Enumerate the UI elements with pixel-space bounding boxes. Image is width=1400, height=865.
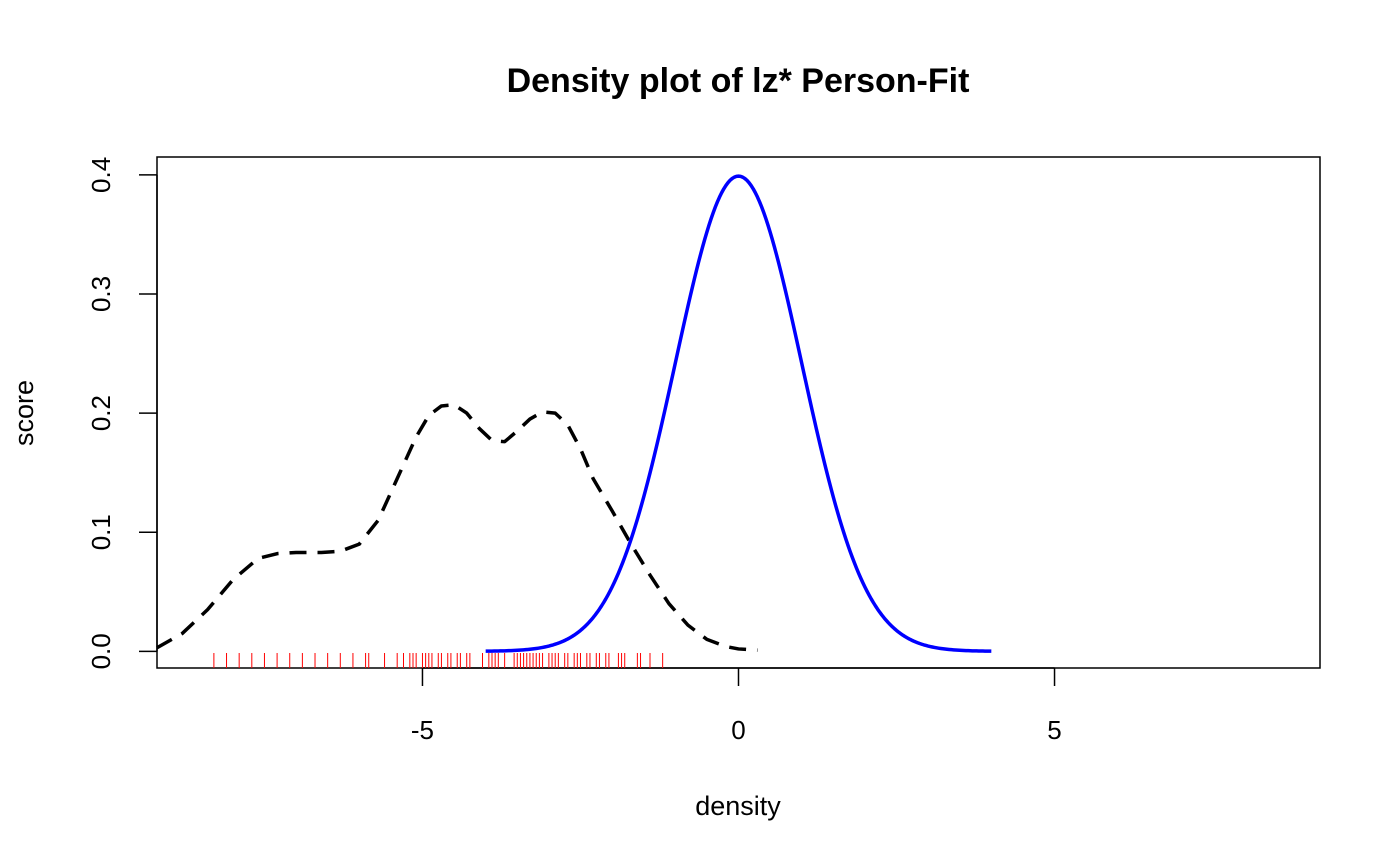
y-tick-label: 0.3 <box>86 276 116 312</box>
plot-frame <box>156 156 1321 669</box>
y-tick-label: 0.4 <box>86 157 116 193</box>
y-tick-label: 0.2 <box>86 395 116 431</box>
y-tick-label: 0.0 <box>86 633 116 669</box>
normal-density-line <box>485 174 992 653</box>
y-axis: 0.0 0.1 0.2 0.3 0.4 <box>86 157 158 669</box>
x-axis-label: density <box>695 791 781 821</box>
x-tick-label: 0 <box>731 715 745 745</box>
x-tick-label: 5 <box>1047 715 1061 745</box>
rug-marks <box>213 653 664 668</box>
x-tick-label: -5 <box>411 715 434 745</box>
y-axis-label: score <box>9 380 39 446</box>
chart-title: Density plot of lz* Person-Fit <box>507 62 970 100</box>
x-axis: -5 0 5 <box>411 667 1062 745</box>
observed-density-line <box>156 403 758 652</box>
y-tick-label: 0.1 <box>86 514 116 550</box>
series-lines <box>156 174 992 653</box>
